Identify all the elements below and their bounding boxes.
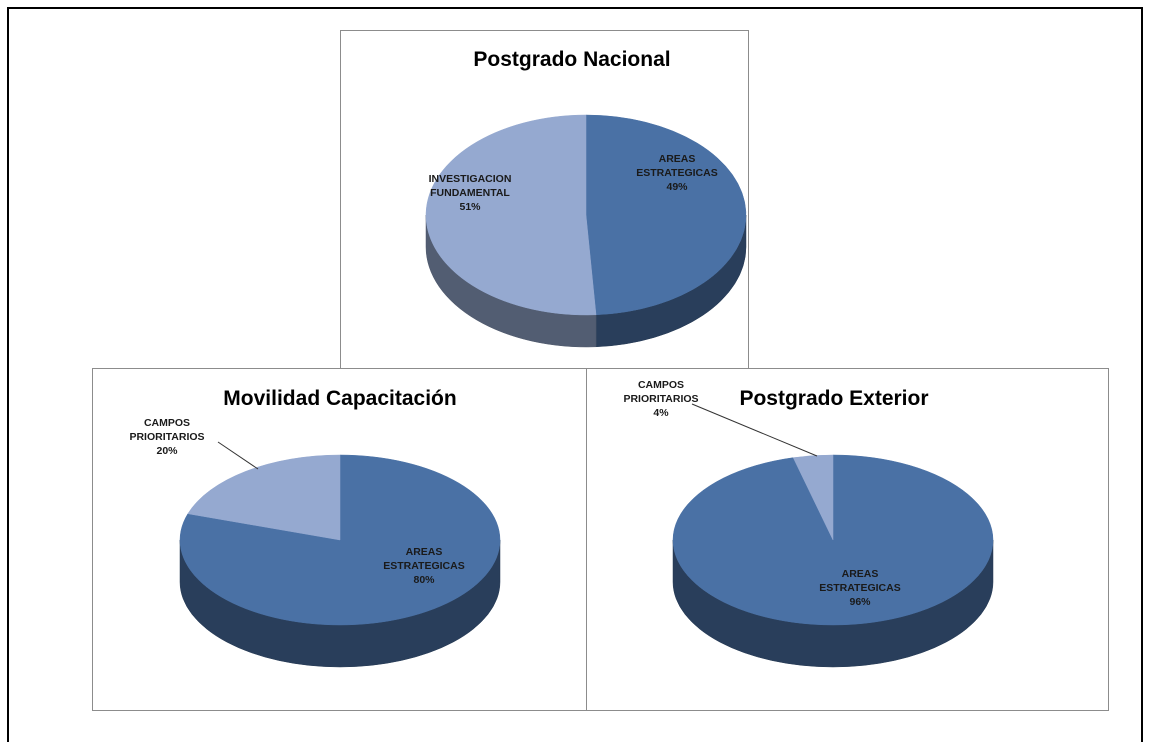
value-label: 20%: [156, 445, 178, 457]
value-label: 96%: [849, 596, 871, 608]
data-label: AREAS ESTRATEGICAS 49%: [622, 152, 732, 194]
slice: [425, 114, 597, 316]
pie-tops: [179, 454, 501, 626]
category-label: CAMPOS PRIORITARIOS: [623, 379, 699, 405]
chart-title: Postgrado Exterior: [739, 387, 929, 410]
pie-tops: [672, 454, 994, 626]
slice: [187, 454, 341, 541]
category-label: AREAS ESTRATEGICAS: [636, 153, 718, 179]
slice: [792, 454, 834, 541]
category-label: AREAS ESTRATEGICAS: [383, 546, 465, 572]
leader-line: [217, 441, 259, 470]
data-label: CAMPOS PRIORITARIOS 20%: [117, 416, 217, 458]
data-label: AREAS ESTRATEGICAS 80%: [374, 545, 474, 587]
category-label: CAMPOS PRIORITARIOS: [129, 417, 205, 443]
data-label: CAMPOS PRIORITARIOS 4%: [611, 378, 711, 420]
data-label: INVESTIGACION FUNDAMENTAL 51%: [415, 172, 525, 214]
value-label: 49%: [666, 181, 688, 193]
pie: [425, 114, 747, 348]
data-label: AREAS ESTRATEGICAS 96%: [810, 567, 910, 609]
value-label: 4%: [653, 407, 669, 419]
pie-tops: [425, 114, 747, 316]
value-label: 51%: [459, 201, 481, 213]
leader-line: [691, 403, 818, 457]
frame: [7, 7, 1143, 742]
chart-title: Movilidad Capacitación: [223, 387, 457, 410]
category-label: AREAS ESTRATEGICAS: [819, 568, 901, 594]
category-label: INVESTIGACION FUNDAMENTAL: [428, 173, 512, 199]
value-label: 80%: [413, 574, 435, 586]
pie: [672, 454, 994, 668]
chart-title: Postgrado Nacional: [473, 48, 671, 71]
slice: [585, 114, 747, 316]
pie: [179, 454, 501, 668]
